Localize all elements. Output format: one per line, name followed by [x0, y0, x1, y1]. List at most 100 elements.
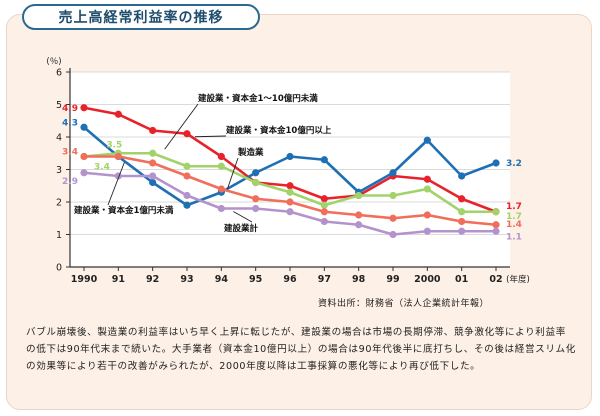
annotation-leader: [226, 157, 239, 190]
data-point: [286, 182, 294, 190]
series-annotation: 建設業・資本金1〜10億円未満: [197, 93, 318, 104]
data-point: [320, 201, 328, 209]
data-point: [458, 227, 466, 235]
data-point: [149, 178, 157, 187]
data-point: [389, 191, 397, 200]
data-point: [183, 201, 191, 209]
data-point: [183, 191, 191, 200]
data-point: [80, 123, 88, 131]
x-tick-label: 01: [455, 274, 468, 285]
data-point: [252, 195, 260, 203]
annotation-leader: [194, 135, 227, 138]
data-point: [320, 195, 328, 203]
data-point: [458, 195, 466, 203]
y-tick-label: 5: [56, 100, 62, 111]
data-point: [423, 175, 431, 183]
data-point: [492, 208, 500, 216]
data-point: [149, 159, 157, 167]
x-tick-label: 98: [352, 274, 366, 285]
data-point: [492, 159, 500, 167]
data-point: [355, 211, 363, 219]
x-unit-label: (年度): [506, 274, 530, 285]
data-point: [286, 188, 294, 196]
y-tick-label: 1: [56, 230, 62, 241]
end-value-label: 1.7: [506, 202, 522, 212]
series-annotation: 製造業: [237, 147, 264, 158]
start-value-label: 2.9: [62, 177, 78, 187]
y-tick-label: 4: [56, 133, 62, 144]
data-point: [252, 178, 260, 187]
data-point: [389, 214, 397, 222]
data-point: [458, 217, 466, 226]
y-unit-label: (％): [46, 57, 61, 67]
y-tick-label: 0: [56, 263, 62, 274]
data-point: [217, 185, 225, 193]
end-value-label: 3.2: [506, 159, 522, 169]
x-tick-label: 96: [283, 274, 297, 285]
x-tick-label: 94: [215, 274, 229, 285]
data-point: [80, 152, 88, 161]
data-point: [149, 149, 157, 157]
data-point: [458, 172, 466, 180]
annotation-leader: [233, 211, 253, 223]
data-point: [389, 230, 397, 239]
start-value-label: 3.4: [94, 163, 110, 173]
x-tick-label: 92: [146, 274, 159, 285]
data-point: [114, 110, 122, 118]
series-annotation: 建設業計: [223, 223, 259, 234]
description-text: バブル崩壊後、製造業の利益率はいち早く上昇に転じたが、建設業の場合は市場の長期停…: [26, 327, 576, 372]
start-value-label: 4.3: [62, 118, 78, 128]
start-value-label: 4.9: [62, 104, 78, 114]
data-point: [252, 204, 260, 213]
y-tick-label: 3: [56, 165, 62, 176]
x-tick-label: 02: [489, 274, 502, 285]
data-point: [423, 185, 431, 193]
page-title: 売上高経常利益率の推移: [22, 4, 260, 30]
x-tick-label: 99: [386, 274, 399, 285]
series-annotation: 建設業・資本金1億円未満: [73, 205, 174, 216]
annotation-leader: [107, 162, 125, 206]
value-label: 3.5: [106, 140, 122, 150]
data-point: [80, 104, 88, 112]
data-point: [114, 152, 122, 161]
source-note: 資料出所：財務省（法人企業統計年報）: [318, 299, 490, 309]
data-point: [355, 221, 363, 229]
data-point: [492, 221, 500, 229]
data-point: [286, 208, 294, 216]
data-point: [217, 162, 225, 170]
y-tick-label: 2: [56, 198, 62, 209]
data-point: [149, 126, 157, 135]
data-point: [183, 172, 191, 180]
data-point: [80, 169, 88, 177]
x-tick-label: 1990: [71, 274, 98, 285]
data-point: [217, 204, 225, 213]
data-point: [355, 191, 363, 200]
x-tick-label: 95: [249, 274, 262, 285]
data-point: [217, 152, 225, 161]
data-point: [320, 217, 328, 226]
data-point: [252, 169, 260, 177]
x-tick-label: 91: [112, 274, 125, 285]
annotation-leader: [164, 103, 199, 150]
data-point: [492, 227, 500, 235]
x-tick-label: 2000: [414, 274, 441, 285]
end-value-label: 1.1: [506, 232, 522, 242]
data-point: [389, 169, 397, 177]
data-point: [286, 152, 294, 161]
data-point: [320, 208, 328, 216]
series-annotation: 建設業・資本金10億円以上: [225, 125, 332, 136]
end-value-label: 1.7: [506, 212, 522, 222]
data-point: [183, 162, 191, 170]
y-tick-label: 6: [56, 68, 62, 79]
start-value-label: 3.4: [62, 148, 78, 158]
data-point: [458, 208, 466, 216]
x-tick-label: 93: [180, 274, 193, 285]
data-point: [423, 211, 431, 219]
x-tick-label: 97: [318, 274, 331, 285]
data-point: [320, 156, 328, 164]
data-point: [149, 172, 157, 180]
data-point: [423, 227, 431, 235]
data-point: [423, 136, 431, 144]
end-value-label: 1.4: [506, 220, 522, 230]
